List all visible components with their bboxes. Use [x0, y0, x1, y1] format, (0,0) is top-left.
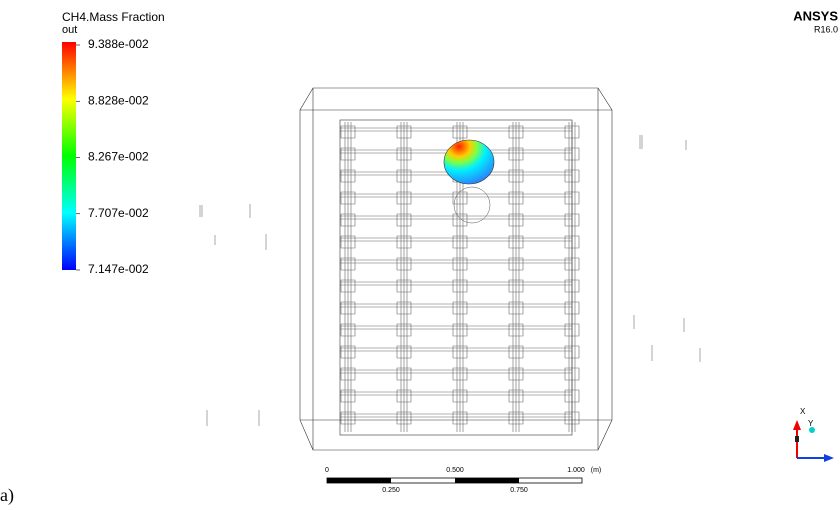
axis-triad [793, 420, 834, 462]
legend-label: 8.267e-002 [88, 150, 149, 164]
triad-y-label: Y [808, 419, 814, 428]
legend-label: 9.388e-002 [88, 37, 149, 51]
logo-name: ANSYS [793, 8, 838, 23]
sphere-outline [454, 187, 490, 223]
logo-version: R16.0 [814, 24, 838, 34]
model-wireframe [300, 88, 612, 450]
legend-subtitle: out [62, 24, 77, 36]
caption: a) [0, 485, 14, 506]
scale-label: 0.750 [510, 487, 528, 494]
scale-unit: (m) [591, 467, 602, 474]
legend-label: 8.828e-002 [88, 93, 149, 107]
scale-label: 0 [325, 467, 329, 474]
legend-label: 7.707e-002 [88, 206, 149, 220]
triad-x-label: X [800, 407, 806, 416]
legend-label: 7.147e-002 [88, 262, 149, 276]
legend-labels: 9.388e-002 8.828e-002 8.267e-002 7.707e-002… [76, 37, 149, 276]
legend-title: CH4.Mass Fraction [62, 10, 165, 24]
fragments [200, 135, 700, 426]
page: {"legend": {"title": "CH4.Mass Fraction"… [0, 0, 840, 510]
scale-label: 1.000 [567, 467, 585, 474]
viewport: CH4.Mass Fraction out 9.388e-002 8.828e-0… [0, 0, 840, 510]
inlet-sphere [444, 140, 494, 184]
scale-bar [327, 478, 582, 483]
scale-label: 0.500 [446, 467, 464, 474]
color-bar [62, 42, 76, 270]
scale-label: 0.250 [382, 487, 400, 494]
